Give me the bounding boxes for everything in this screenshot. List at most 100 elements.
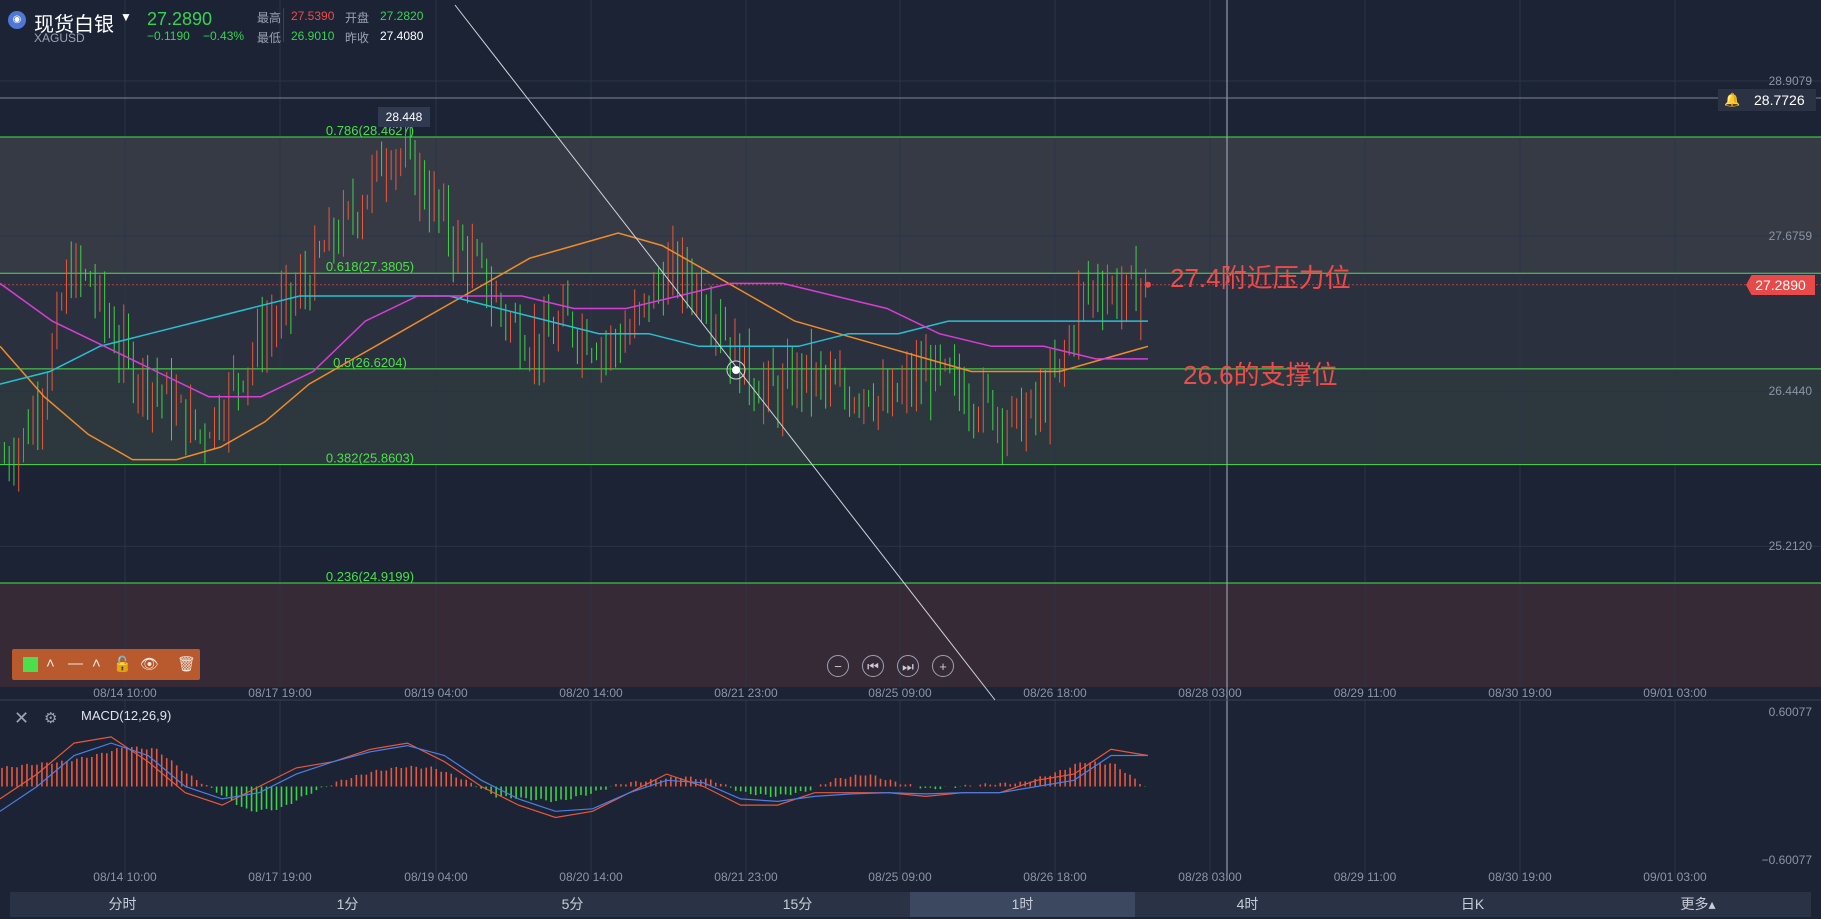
symbol-logo-icon: ◉: [8, 11, 26, 29]
macd-x-tick-7: 08/28 03:00: [1178, 870, 1242, 884]
tab-fenshi[interactable]: 分时: [108, 896, 137, 912]
scroll-end-button[interactable]: ⏭: [897, 655, 919, 677]
tab-5min[interactable]: 5分: [561, 896, 584, 912]
trend-line[interactable]: [454, 4, 996, 701]
stat-low-label: 最低: [257, 31, 282, 45]
symbol-name[interactable]: 现货白银: [34, 14, 114, 36]
x-tick-5: 08/25 09:00: [868, 686, 932, 700]
resistance-annotation[interactable]: 27.4附近压力位: [1170, 263, 1351, 293]
zoom-in-button[interactable]: +: [932, 655, 954, 677]
x-tick-8: 08/29 11:00: [1334, 686, 1397, 700]
macd-x-tick-6: 08/26 18:00: [1023, 870, 1087, 884]
stat-high-label: 最高: [257, 11, 282, 25]
line-style-icon[interactable]: —: [68, 655, 83, 672]
macd-title: MACD(12,26,9): [81, 708, 172, 723]
y-tick-3: 25.2120: [1769, 539, 1813, 553]
x-tick-10: 09/01 03:00: [1643, 686, 1707, 700]
trend-anchor-dot: [732, 366, 740, 374]
chart-background: [0, 137, 1821, 892]
stat-low-value: 26.9010: [291, 29, 335, 43]
moving-averages: [0, 232, 1149, 461]
trash-icon[interactable]: 🗑: [177, 656, 197, 673]
stat-prevclose-value: 27.4080: [380, 29, 424, 43]
chevron-up-icon[interactable]: ˄: [92, 655, 101, 672]
last-price: 27.2890: [147, 9, 213, 29]
fib-label-4: 0.236(24.9199): [326, 569, 414, 584]
color-swatch[interactable]: [23, 657, 38, 672]
macd-x-tick-2: 08/19 04:00: [404, 870, 468, 884]
x-tick-2: 08/19 04:00: [404, 686, 468, 700]
chevron-up-icon[interactable]: ˄: [46, 655, 55, 672]
macd-x-tick-10: 09/01 03:00: [1643, 870, 1707, 884]
y-tick-2: 26.4440: [1769, 384, 1813, 398]
fib-band-2: [0, 273, 1821, 369]
x-tick-9: 08/30 19:00: [1488, 686, 1552, 700]
macd-x-tick-8: 08/29 11:00: [1334, 870, 1397, 884]
price-chart[interactable]: 0.786(28.4627)0.618(27.3805)0.5(26.6204)…: [0, 0, 1821, 892]
signal-line: [0, 742, 1148, 812]
price-change: −0.1190: [147, 29, 190, 43]
macd-x-tick-3: 08/20 14:00: [559, 870, 623, 884]
price-alert[interactable]: 🔔 28.7726: [1718, 89, 1816, 111]
x-tick-6: 08/26 18:00: [1023, 686, 1087, 700]
close-icon[interactable]: ✕: [14, 708, 30, 728]
tab-15min[interactable]: 15分: [782, 896, 813, 912]
fibonacci-levels[interactable]: 0.786(28.4627)0.618(27.3805)0.5(26.6204)…: [0, 123, 1821, 584]
gear-icon[interactable]: ⚙: [44, 710, 58, 727]
lock-icon[interactable]: 🔓: [113, 656, 132, 673]
macd-y-tick-bottom: −0.60077: [1762, 853, 1813, 867]
macd-x-tick-1: 08/17 19:00: [248, 870, 312, 884]
tab-daily[interactable]: 日K: [1460, 896, 1485, 912]
trend-anchor-ring: [726, 360, 746, 380]
chart-grid: [0, 0, 1821, 880]
tab-1min[interactable]: 1分: [336, 896, 359, 912]
stat-open-label: 开盘: [345, 11, 370, 25]
stat-prevclose-label: 昨收: [345, 31, 370, 45]
price-change-pct: −0.43%: [203, 29, 245, 43]
eye-icon[interactable]: 👁: [140, 656, 160, 673]
ma-line-2: [0, 282, 1148, 398]
fib-label-1: 0.618(27.3805): [326, 259, 414, 274]
tab-1hour[interactable]: 1时: [910, 892, 1135, 917]
header-divider: [283, 8, 284, 42]
zoom-out-button[interactable]: −: [827, 655, 849, 677]
y-tick-1: 27.6759: [1769, 229, 1813, 243]
ma-line-0: [0, 232, 1149, 461]
macd-x-tick-0: 08/14 10:00: [93, 870, 157, 884]
axes: 28.9079 27.6759 26.4440 25.2120 08/14 10:00 0…: [93, 74, 1812, 884]
stat-high-value: 27.5390: [291, 9, 335, 23]
timeframe-tabs: 分时 1分 5分 15分 1时 4时 日K 更多▴: [10, 892, 1811, 917]
macd-x-tick-9: 08/30 19:00: [1488, 870, 1552, 884]
support-annotation[interactable]: 26.6的支撑位: [1183, 360, 1338, 390]
alert-price: 28.7726: [1754, 92, 1805, 108]
macd-x-tick-5: 08/25 09:00: [868, 870, 932, 884]
tab-4hour[interactable]: 4时: [1236, 896, 1259, 912]
macd-panel: 0.60077 −0.60077: [0, 705, 1812, 867]
tab-more[interactable]: 更多▴: [1680, 896, 1716, 912]
fib-band-1: [0, 137, 1821, 274]
x-tick-3: 08/20 14:00: [559, 686, 623, 700]
y-tick-0: 28.9079: [1769, 74, 1813, 88]
symbol-code: XAGUSD: [34, 31, 85, 45]
quote-header: ◉ 现货白银 ▼ XAGUSD 27.2890 −0.1190 −0.43% 最…: [0, 0, 520, 48]
scroll-start-button[interactable]: ⏮: [862, 655, 884, 677]
diagonal-trend-line: [454, 4, 996, 701]
current-price-dot: [1145, 281, 1151, 288]
current-price-tag: 27.2890: [1746, 275, 1815, 295]
bell-icon[interactable]: 🔔: [1724, 92, 1741, 107]
x-tick-0: 08/14 10:00: [93, 686, 157, 700]
ma-line-1: [0, 295, 1148, 385]
macd-panel-bg: [0, 700, 1821, 892]
chevron-down-icon[interactable]: ▼: [120, 10, 132, 24]
macd-y-tick-top: 0.60077: [1769, 705, 1813, 719]
fib-label-3: 0.382(25.8603): [326, 451, 414, 466]
x-tick-7: 08/28 03:00: [1178, 686, 1242, 700]
x-tick-1: 08/17 19:00: [248, 686, 312, 700]
drawing-toolbar: ˄ — ˄ 🔓 👁 🗑: [12, 649, 200, 680]
x-tick-4: 08/21 23:00: [714, 686, 778, 700]
fib-band-3: [0, 368, 1821, 465]
stat-open-value: 27.2820: [380, 9, 424, 23]
fib-label-2: 0.5(26.6204): [333, 355, 407, 370]
macd-x-tick-4: 08/21 23:00: [714, 870, 778, 884]
candles: [3, 113, 1151, 492]
